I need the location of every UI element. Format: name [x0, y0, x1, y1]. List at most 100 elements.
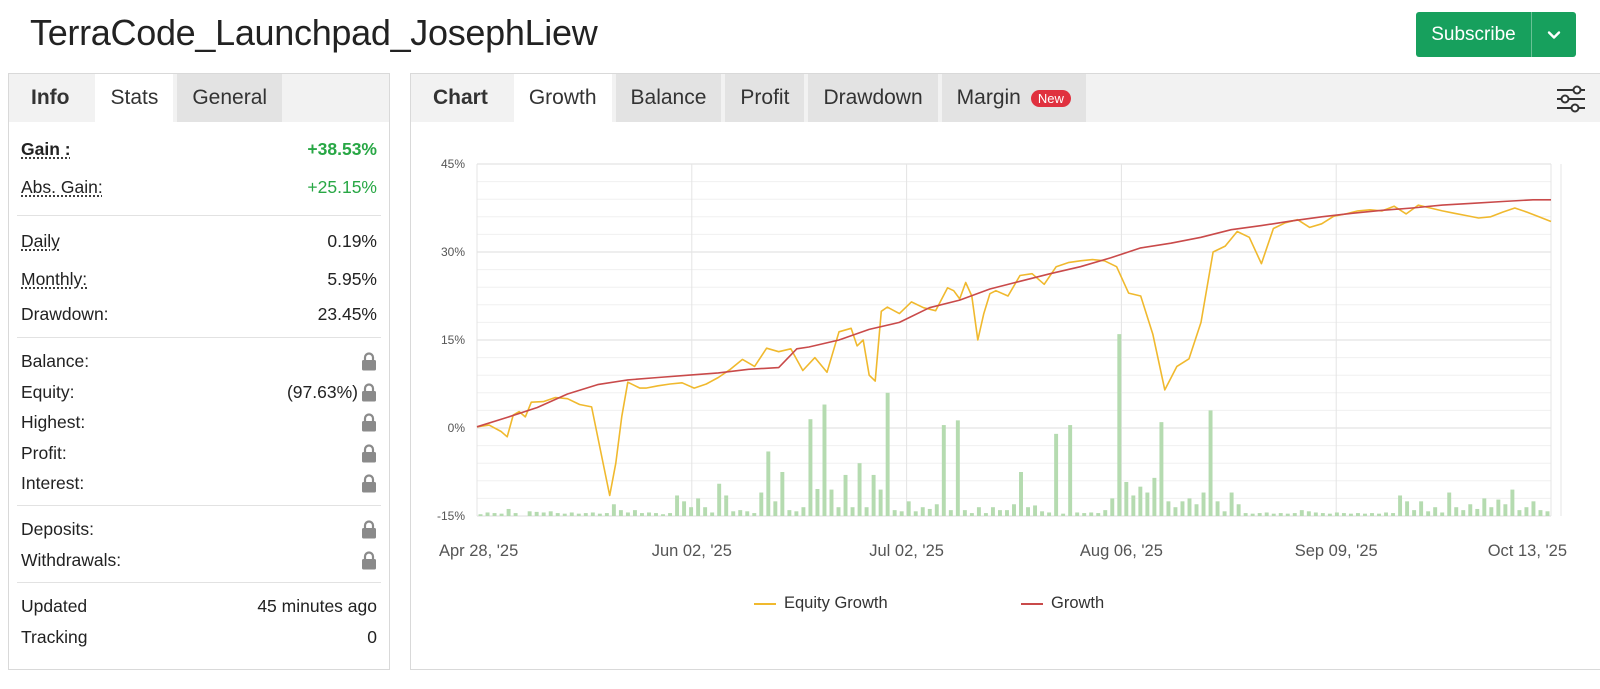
bar	[1426, 511, 1431, 516]
x-tick-label: Apr 28, '25	[439, 542, 518, 560]
bar	[1201, 492, 1206, 516]
legend-item-equity-growth[interactable]: Equity Growth	[754, 594, 888, 613]
bar	[1363, 513, 1367, 516]
bar	[836, 507, 841, 516]
bar	[1384, 512, 1389, 516]
tab-profit[interactable]: Profit	[725, 74, 805, 122]
bar	[675, 495, 680, 516]
bar	[1173, 507, 1178, 516]
tab-margin[interactable]: Margin New	[941, 74, 1086, 122]
stat-row-withdrawals: Withdrawals:	[21, 547, 377, 573]
bar	[527, 511, 532, 516]
legend-swatch	[754, 602, 776, 605]
bar	[696, 498, 701, 516]
subscribe-button[interactable]: Subscribe	[1431, 23, 1516, 45]
legend-item-growth[interactable]: Growth	[1021, 594, 1104, 613]
bar	[794, 511, 799, 516]
stat-value-equity-wrap: (97.63%)	[287, 382, 377, 403]
bar	[1510, 489, 1515, 516]
stat-label-monthly[interactable]: Monthly:	[21, 268, 88, 289]
stat-label-abs-gain[interactable]: Abs. Gain:	[21, 176, 103, 197]
tab-balance[interactable]: Balance	[615, 74, 722, 122]
bar	[654, 513, 658, 516]
bar	[1208, 410, 1213, 516]
stat-label-equity: Equity:	[21, 381, 75, 402]
divider	[17, 215, 381, 216]
bar	[513, 513, 518, 516]
stat-row-abs-gain: Abs. Gain: +25.15%	[21, 174, 377, 200]
lock-icon[interactable]	[361, 412, 377, 432]
equity-growth-line	[476, 204, 1552, 497]
stat-label-gain[interactable]: Gain :	[21, 138, 71, 159]
x-tick-label: Aug 06, '25	[1080, 542, 1163, 560]
bar	[689, 507, 694, 516]
lock-icon[interactable]	[361, 382, 377, 402]
bar	[752, 513, 757, 516]
stat-value-monthly: 5.95%	[327, 268, 377, 289]
chart-tabs: Chart Growth Balance Profit Drawdown Mar…	[411, 74, 1600, 122]
stat-label-withdrawals: Withdrawals:	[21, 549, 122, 570]
bar	[625, 512, 630, 516]
tab-drawdown[interactable]: Drawdown	[808, 74, 938, 122]
bar	[1117, 334, 1122, 516]
y-tick-label: 0%	[448, 421, 466, 435]
bar	[1355, 513, 1360, 516]
stat-value-abs-gain: +25.15%	[307, 176, 377, 197]
bar	[990, 507, 995, 516]
stat-label-tracking: Tracking	[21, 626, 88, 647]
bar	[983, 513, 988, 516]
bar	[1096, 513, 1101, 516]
bar	[1348, 513, 1353, 516]
bar	[1194, 504, 1199, 516]
y-tick-label: 30%	[441, 245, 465, 259]
tab-growth[interactable]: Growth	[513, 74, 612, 122]
lock-icon[interactable]	[361, 550, 377, 570]
bar	[632, 510, 637, 516]
tab-stats[interactable]: Stats	[95, 74, 174, 122]
lock-icon[interactable]	[361, 519, 377, 539]
bar	[1538, 510, 1543, 516]
bar	[1299, 510, 1304, 516]
divider	[17, 505, 381, 506]
bar	[801, 507, 806, 516]
bar	[892, 510, 897, 516]
bar	[703, 507, 708, 516]
bar	[1040, 511, 1045, 516]
bar	[583, 513, 588, 516]
lock-icon[interactable]	[361, 473, 377, 493]
bar	[1419, 501, 1424, 516]
stat-row-highest: Highest:	[21, 409, 377, 435]
x-tick-label: Jul 02, '25	[869, 542, 944, 560]
bar	[927, 508, 932, 516]
stat-value-drawdown: 23.45%	[317, 303, 377, 324]
bar	[843, 474, 848, 516]
bar	[864, 507, 869, 516]
bar	[1054, 433, 1059, 516]
bar	[962, 510, 967, 516]
bar	[829, 489, 834, 516]
bar	[639, 513, 644, 516]
bar	[1180, 501, 1185, 516]
bar	[569, 512, 574, 516]
bar	[1236, 504, 1241, 516]
subscribe-dropdown-button[interactable]	[1531, 12, 1576, 57]
lock-icon[interactable]	[361, 351, 377, 371]
lock-icon[interactable]	[361, 443, 377, 463]
bar	[815, 489, 820, 516]
stat-value-daily: 0.19%	[327, 230, 377, 251]
stat-value-tracking: 0	[367, 626, 377, 647]
tab-chart[interactable]: Chart	[433, 86, 488, 109]
bar	[506, 508, 511, 516]
bar	[647, 512, 651, 516]
divider	[17, 582, 381, 583]
stat-label-daily[interactable]: Daily	[21, 230, 60, 251]
chart-settings-button[interactable]	[1555, 84, 1587, 119]
bar	[618, 510, 623, 516]
bar	[941, 425, 946, 516]
bar	[1461, 510, 1466, 516]
tab-general[interactable]: General	[177, 74, 283, 122]
page-title: TerraCode_Launchpad_JosephLiew	[30, 12, 598, 53]
tab-info[interactable]: Info	[31, 86, 70, 109]
bar	[759, 492, 764, 516]
subscribe-button-group[interactable]: Subscribe	[1416, 12, 1576, 57]
